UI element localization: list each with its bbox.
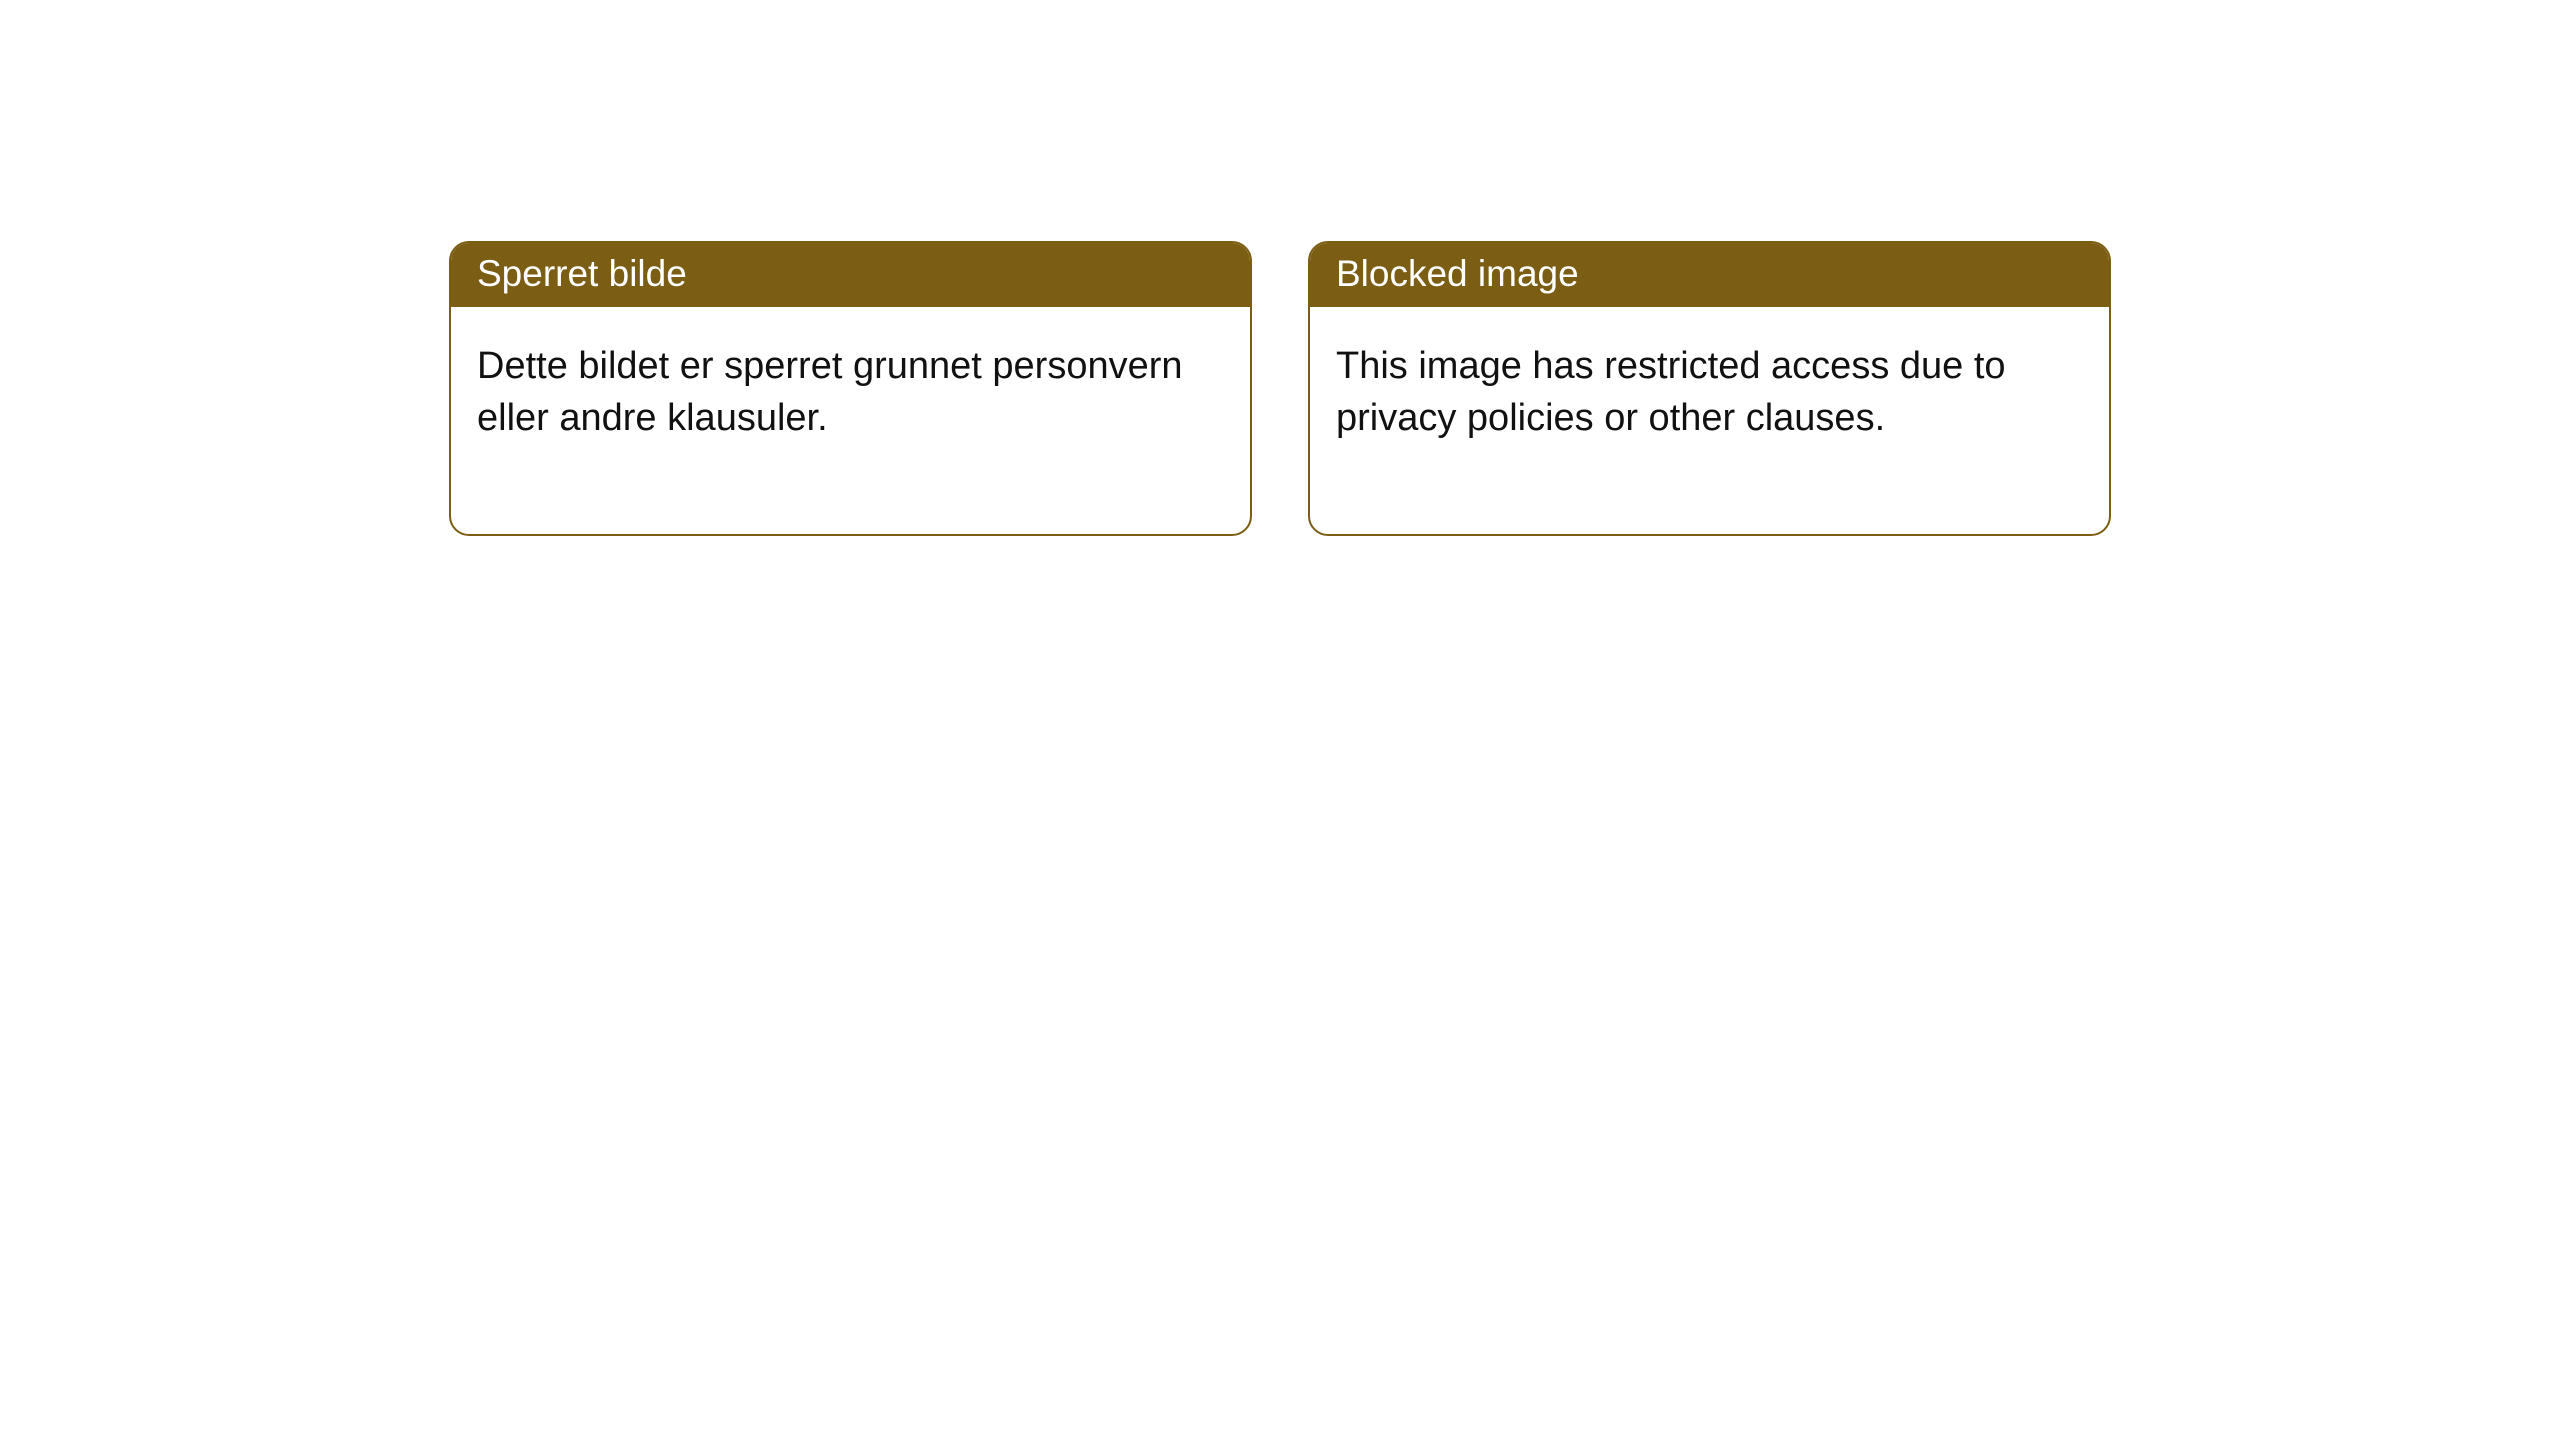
notice-card-title: Sperret bilde: [451, 243, 1250, 307]
notice-card-title: Blocked image: [1310, 243, 2109, 307]
notice-card-body: Dette bildet er sperret grunnet personve…: [451, 307, 1250, 534]
notice-card-english: Blocked image This image has restricted …: [1308, 241, 2111, 536]
notice-card-norwegian: Sperret bilde Dette bildet er sperret gr…: [449, 241, 1252, 536]
notice-cards-row: Sperret bilde Dette bildet er sperret gr…: [0, 0, 2560, 536]
notice-card-body: This image has restricted access due to …: [1310, 307, 2109, 534]
